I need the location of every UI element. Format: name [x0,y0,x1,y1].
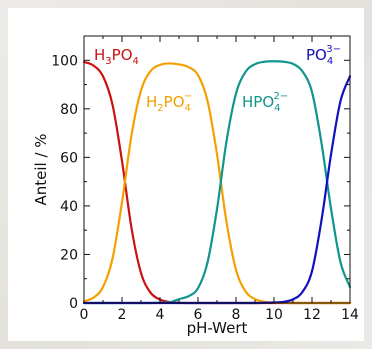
x-tick-label: 2 [118,307,127,323]
x-tick-label: 4 [156,307,165,323]
series-label-1: H2PO4− [146,91,192,114]
series-label-part: H [94,46,105,64]
y-tick-label: 40 [60,199,78,215]
chart-card: 0 2 4 6 8 10 12 14 0 20 40 60 80 100 H3PO4 H2PO4− HPO42… [8,8,364,341]
series-label-sub: 4 [185,103,191,114]
series-layer [82,60,352,305]
x-tick-label: 10 [265,307,283,323]
x-tick-label: 14 [341,307,359,323]
x-tick-label: 8 [232,307,241,323]
series-label-part: PO [112,46,133,64]
x-tick-label: 6 [194,307,203,323]
y-tick-label: 60 [60,150,78,166]
series-label-part: HPO [242,93,274,111]
series-label-2: HPO42− [242,91,288,114]
series-label-sub: 4 [327,56,333,67]
series-label-3: PO43− [306,44,341,67]
series-label-part: 2 [157,103,163,114]
y-tick-label: 20 [60,247,78,263]
series-label-part: 3 [105,56,111,67]
axes-layer: 0 2 4 6 8 10 12 14 0 20 40 60 80 100 [51,35,359,323]
x-tick-label: 0 [80,307,89,323]
series-label-part: PO [164,93,185,111]
y-tick-label: 80 [60,102,78,118]
y-tick-label: 0 [69,296,78,312]
series-label-sub: 4 [274,103,280,114]
series-label-sup: 3− [326,44,341,55]
x-axis-title: pH-Wert [187,319,248,337]
series-label-part: H [146,93,157,111]
x-tick-label: 12 [303,307,321,323]
y-tick-label: 100 [51,53,78,69]
series-label-sup: 2− [274,91,289,102]
series-label-sup: − [184,91,192,102]
y-axis-title: Anteil / % [32,133,50,205]
series-label-0: H3PO4 [94,46,139,67]
series-line-1 [82,62,352,305]
series-label-sub: 4 [133,56,139,67]
series-label-part: PO [306,46,327,64]
